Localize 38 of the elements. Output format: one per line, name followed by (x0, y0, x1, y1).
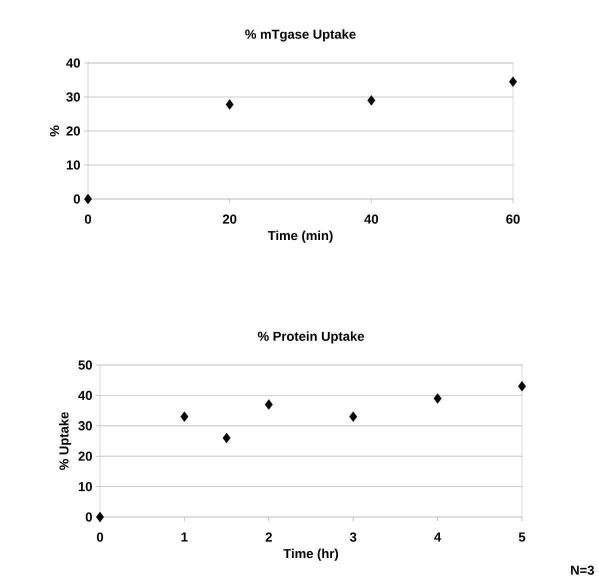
point (518, 381, 526, 392)
y-axis-title: % Uptake (59, 412, 72, 470)
x-tick-label: 4 (434, 532, 442, 542)
x-tick-label: 20 (222, 214, 236, 224)
point (222, 432, 231, 444)
point (434, 393, 442, 404)
x-axis-title: Time (min) (268, 230, 333, 243)
y-axis-title: % (50, 126, 60, 136)
y-tick-label: 0 (86, 512, 92, 522)
y-tick-label: 20 (66, 126, 80, 136)
point (264, 399, 273, 410)
point (96, 512, 104, 522)
y-tick-label: 40 (78, 390, 92, 400)
x-tick-label: 3 (350, 532, 356, 542)
chart-title: % Protein Uptake (258, 331, 364, 344)
text: N=3 (571, 566, 594, 575)
chart-title: % mTgase Uptake (245, 29, 356, 42)
x-tick-label: 0 (96, 532, 104, 542)
point (367, 95, 376, 106)
x-tick-label: 40 (364, 214, 378, 224)
point (84, 194, 92, 204)
y-tick-label: 50 (78, 360, 92, 370)
point (509, 76, 517, 87)
x-tick-label: 2 (266, 532, 272, 542)
x-tick-label: 1 (182, 532, 188, 542)
y-tick-label: 20 (78, 452, 92, 461)
y-tick-label: 30 (66, 92, 80, 102)
y-tick-label: 30 (78, 421, 92, 430)
y-tick-label: 40 (66, 58, 80, 68)
point (180, 411, 188, 422)
point (226, 99, 234, 110)
y-tick-label: 0 (74, 194, 80, 204)
x-tick-label: 60 (506, 214, 520, 224)
x-tick-label: 5 (518, 532, 526, 542)
y-tick-label: 10 (78, 482, 92, 492)
y-tick-label: 10 (66, 160, 80, 170)
point (349, 411, 358, 422)
x-axis-title: Time (hr) (283, 548, 338, 561)
